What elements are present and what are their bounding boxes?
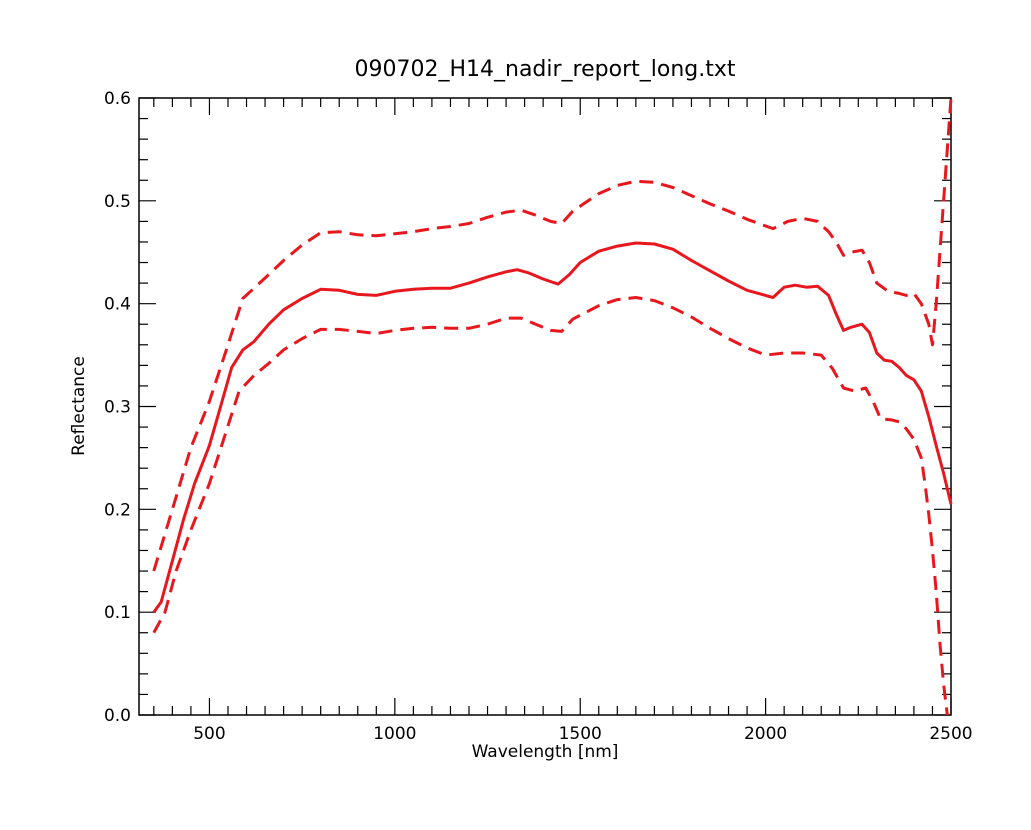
x-tick-label: 2500	[929, 724, 972, 744]
x-tick-label: 500	[193, 724, 225, 744]
series-group	[152, 97, 953, 716]
x-tick-label: 1500	[559, 724, 602, 744]
y-tick-label: 0.4	[104, 295, 131, 315]
x-axis-label: Wavelength [nm]	[472, 742, 619, 762]
y-tick-label: 0.5	[104, 192, 131, 212]
plot-frame	[138, 97, 952, 716]
lower-bound-dashed-line	[152, 296, 949, 716]
y-axis-label: Reflectance	[69, 356, 89, 456]
y-tick-label: 0.2	[104, 500, 131, 520]
tick-labels: 500 1000 1500 2000 2500 0.0 0.1 0.2 0.3 0.4 0.5 0.6	[104, 89, 973, 744]
x-tick-label: 2000	[744, 724, 787, 744]
chart-title: 090702_H14_nadir_report_long.txt	[354, 57, 735, 82]
y-tick-label: 0.1	[104, 603, 131, 623]
upper-bound-dashed-line	[152, 97, 953, 572]
y-tick-label: 0.0	[104, 706, 131, 726]
x-tick-label: 1000	[373, 724, 416, 744]
axis-ticks	[139, 97, 952, 716]
y-tick-label: 0.3	[104, 398, 131, 418]
mean-reflectance-line	[152, 241, 953, 614]
y-tick-label: 0.6	[104, 89, 131, 109]
